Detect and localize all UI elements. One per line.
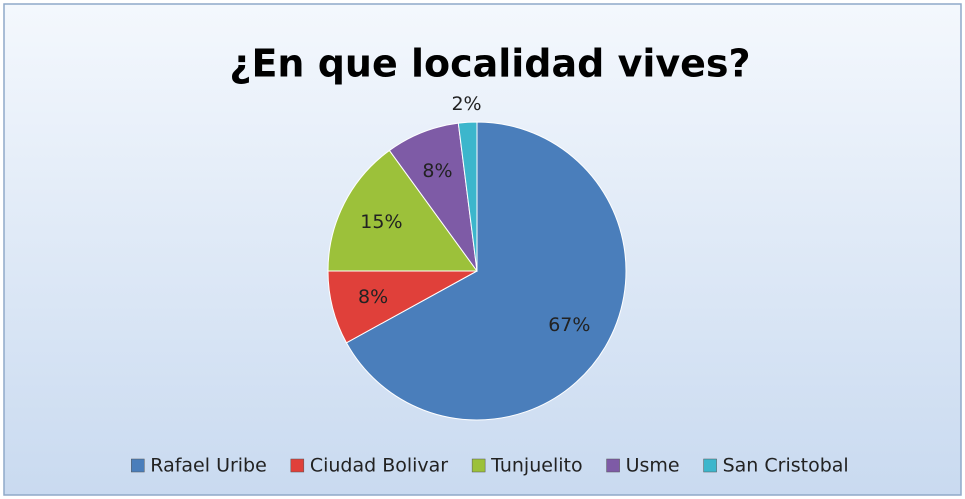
data-label: 15% — [360, 211, 402, 233]
pie-slice — [327, 149, 478, 272]
data-label: 67% — [548, 314, 590, 336]
legend-marker — [471, 458, 486, 473]
legend-marker — [290, 458, 305, 473]
legend-label: Tunjuelito — [490, 455, 582, 477]
pie-slice — [457, 121, 478, 272]
data-label: 8% — [422, 160, 452, 182]
legend-label: San Cristobal — [723, 455, 849, 477]
legend-label: Ciudad Bolivar — [310, 455, 448, 477]
legend: Rafael Uribe Ciudad Bolivar Tunjuelito Usme… — [131, 455, 849, 477]
pie: 67% 8% 15% 8% 2% — [327, 93, 627, 421]
legend-label: Rafael Uribe — [150, 455, 267, 477]
data-label: 8% — [358, 286, 388, 308]
data-label: 2% — [451, 93, 481, 115]
pie-slice — [345, 121, 627, 421]
chart-title: ¿En que localidad vives? — [229, 42, 750, 86]
legend-marker — [606, 458, 620, 473]
legend-marker — [703, 458, 717, 473]
legend-marker — [131, 458, 145, 473]
legend-label: Usme — [626, 455, 680, 477]
